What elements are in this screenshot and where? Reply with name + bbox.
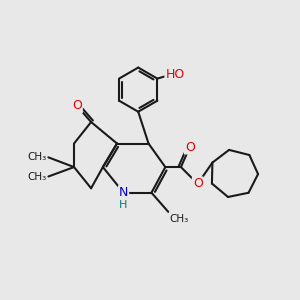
Text: H: H: [119, 200, 128, 210]
Text: O: O: [185, 141, 195, 154]
Text: HO: HO: [165, 68, 184, 81]
Text: O: O: [193, 177, 202, 190]
Text: CH₃: CH₃: [28, 172, 47, 182]
Text: CH₃: CH₃: [170, 214, 189, 224]
Text: N: N: [119, 186, 128, 199]
Text: O: O: [72, 99, 82, 112]
Text: CH₃: CH₃: [28, 152, 47, 162]
